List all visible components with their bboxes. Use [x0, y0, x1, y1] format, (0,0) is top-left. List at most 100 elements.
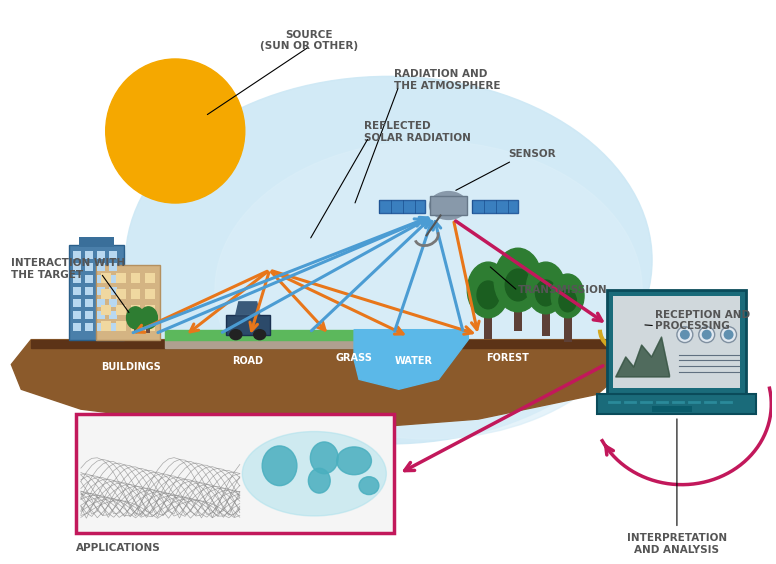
- Ellipse shape: [467, 262, 509, 318]
- Text: TRANSMISSION: TRANSMISSION: [518, 285, 608, 295]
- Bar: [379, 200, 424, 213]
- Bar: [97, 311, 105, 319]
- Ellipse shape: [723, 330, 733, 340]
- Bar: [69, 245, 123, 340]
- Ellipse shape: [698, 327, 715, 342]
- Ellipse shape: [254, 330, 265, 340]
- Bar: [130, 289, 140, 299]
- Bar: [147, 318, 151, 333]
- Bar: [73, 311, 81, 319]
- Bar: [85, 287, 93, 295]
- Bar: [101, 321, 111, 331]
- Bar: [514, 296, 522, 331]
- Bar: [116, 321, 126, 331]
- Ellipse shape: [721, 327, 736, 342]
- Bar: [652, 406, 692, 412]
- Bar: [109, 275, 116, 283]
- Bar: [109, 311, 116, 319]
- Ellipse shape: [337, 447, 372, 475]
- Bar: [130, 273, 140, 283]
- Ellipse shape: [680, 330, 690, 340]
- Ellipse shape: [262, 446, 297, 486]
- Polygon shape: [31, 340, 618, 347]
- Text: INTERACTION WITH
THE TARGET: INTERACTION WITH THE TARGET: [12, 258, 126, 280]
- Text: APPLICATIONS: APPLICATIONS: [76, 543, 161, 553]
- Bar: [97, 299, 105, 307]
- Text: RADIATION AND
THE ATMOSPHERE: RADIATION AND THE ATMOSPHERE: [393, 69, 501, 91]
- Bar: [130, 321, 140, 331]
- Ellipse shape: [677, 327, 693, 342]
- Ellipse shape: [494, 248, 542, 312]
- Ellipse shape: [140, 307, 158, 329]
- Bar: [145, 289, 155, 299]
- Bar: [133, 318, 137, 333]
- Ellipse shape: [702, 330, 712, 340]
- Bar: [109, 263, 116, 271]
- Bar: [85, 311, 93, 319]
- Ellipse shape: [633, 305, 641, 313]
- Bar: [85, 299, 93, 307]
- Ellipse shape: [106, 59, 244, 203]
- Ellipse shape: [242, 431, 386, 516]
- Bar: [101, 273, 111, 283]
- Bar: [97, 263, 105, 271]
- Bar: [608, 290, 747, 394]
- Text: INTERPRETATION
AND ANALYSIS: INTERPRETATION AND ANALYSIS: [627, 534, 727, 555]
- Bar: [109, 299, 116, 307]
- Bar: [97, 275, 105, 283]
- Text: SOURCE
(SUN OR OTHER): SOURCE (SUN OR OTHER): [260, 30, 359, 51]
- Bar: [97, 251, 105, 259]
- Ellipse shape: [430, 192, 467, 219]
- Bar: [116, 289, 126, 299]
- Ellipse shape: [308, 468, 331, 493]
- Bar: [73, 299, 81, 307]
- Polygon shape: [12, 340, 637, 429]
- Bar: [97, 287, 105, 295]
- Ellipse shape: [126, 76, 652, 444]
- Bar: [598, 394, 757, 414]
- Bar: [116, 273, 126, 283]
- Ellipse shape: [215, 141, 643, 439]
- Bar: [116, 305, 126, 315]
- Text: SENSOR: SENSOR: [508, 149, 556, 159]
- Text: REFLECTED
SOLAR RADIATION: REFLECTED SOLAR RADIATION: [364, 121, 471, 143]
- Bar: [101, 305, 111, 315]
- Bar: [484, 304, 492, 338]
- Bar: [73, 251, 81, 259]
- Bar: [430, 196, 467, 215]
- Ellipse shape: [559, 290, 577, 312]
- Bar: [109, 251, 116, 259]
- Ellipse shape: [230, 330, 242, 340]
- Ellipse shape: [551, 274, 584, 318]
- Polygon shape: [165, 340, 389, 347]
- Bar: [95, 265, 161, 340]
- Bar: [613, 296, 740, 388]
- Bar: [145, 321, 155, 331]
- Polygon shape: [165, 330, 389, 340]
- Text: WATER: WATER: [395, 356, 433, 367]
- Ellipse shape: [126, 307, 144, 329]
- Ellipse shape: [310, 442, 338, 474]
- Bar: [73, 275, 81, 283]
- Bar: [226, 315, 269, 334]
- Bar: [79, 237, 113, 247]
- Bar: [85, 275, 93, 283]
- Ellipse shape: [505, 269, 531, 301]
- Bar: [109, 323, 116, 331]
- Bar: [73, 287, 81, 295]
- Bar: [145, 273, 155, 283]
- Bar: [130, 305, 140, 315]
- Bar: [109, 287, 116, 295]
- Ellipse shape: [359, 477, 379, 495]
- Bar: [563, 307, 572, 342]
- Ellipse shape: [535, 280, 556, 306]
- Ellipse shape: [526, 262, 565, 314]
- Polygon shape: [354, 330, 468, 389]
- Bar: [145, 305, 155, 315]
- Polygon shape: [236, 302, 260, 315]
- Text: ROAD: ROAD: [232, 356, 263, 367]
- Bar: [85, 263, 93, 271]
- Bar: [76, 414, 393, 534]
- Ellipse shape: [477, 281, 499, 309]
- Bar: [97, 323, 105, 331]
